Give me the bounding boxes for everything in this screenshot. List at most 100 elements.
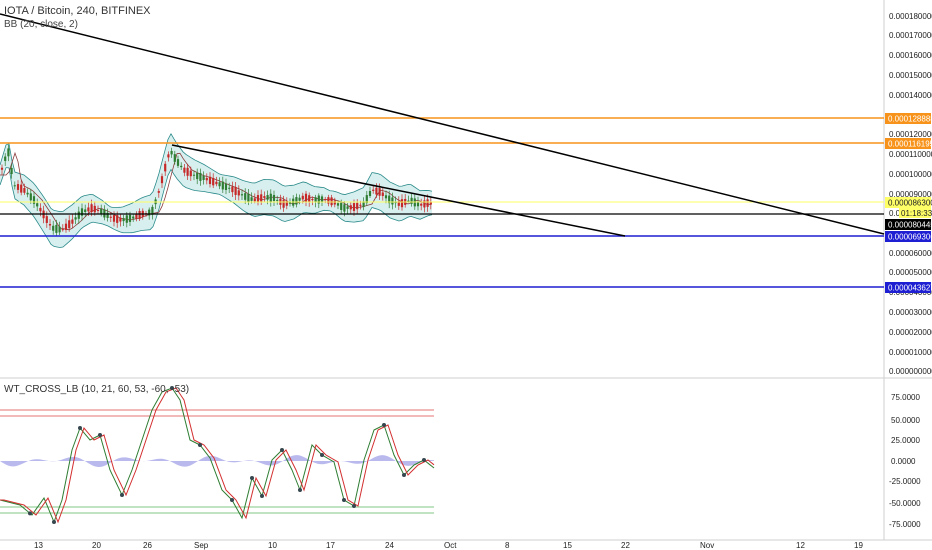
wt-line-2 <box>0 387 435 524</box>
candle-body <box>327 197 330 204</box>
wt-histogram <box>0 455 434 467</box>
price-tick: 0.000140000 <box>889 91 932 100</box>
candle-body <box>388 195 391 204</box>
candle-body <box>112 215 116 222</box>
osc-tick: 25.0000 <box>891 436 920 445</box>
price-tick: 0.000030000 <box>889 308 932 317</box>
price-badge-069306[interactable]: 0.000069306 <box>885 231 932 242</box>
candle-body <box>71 219 74 224</box>
short-trend-line[interactable] <box>171 144 626 237</box>
candle-body <box>39 207 42 212</box>
candle-body <box>77 211 80 219</box>
candle-body <box>16 184 20 190</box>
candle-body <box>234 186 237 195</box>
price-badge-128888[interactable]: 0.000128888 <box>885 113 932 124</box>
oscillator-axis[interactable]: 75.0000 50.0000 25.0000 0.0000 -25.0000 … <box>889 393 921 529</box>
candle-body <box>378 188 381 196</box>
wt-cross-dot <box>422 458 426 462</box>
time-tick: 20 <box>92 541 101 550</box>
candle-body <box>160 176 164 184</box>
candle-body <box>68 220 71 229</box>
price-tick: 0.000090000 <box>889 190 932 199</box>
candle-body <box>276 199 279 201</box>
wt-indicator-label[interactable]: WT_CROSS_LB (10, 21, 60, 53, -60, -53) <box>4 384 190 395</box>
bb-indicator-label[interactable]: BB (20, close, 2) <box>4 19 78 30</box>
price-badge-116195[interactable]: 0.000116195 <box>885 138 932 149</box>
candle-body <box>122 218 125 222</box>
candle-body <box>256 195 260 203</box>
candle-body <box>426 199 429 207</box>
candle-body <box>176 159 180 166</box>
candle-body <box>231 186 234 193</box>
candle-body <box>202 175 205 180</box>
candle-body <box>253 198 256 202</box>
osc-tick: -25.0000 <box>889 477 921 486</box>
price-axis[interactable]: 0.000180000 0.000170000 0.000160000 0.00… <box>889 12 932 376</box>
candle-body <box>87 207 90 212</box>
time-tick: 8 <box>505 541 510 550</box>
candle-body <box>343 204 346 212</box>
time-tick: 17 <box>326 541 335 550</box>
wt-cross-dot <box>78 426 82 430</box>
wt-cross-dot <box>98 433 102 437</box>
price-badge-043627[interactable]: 0.000043627 <box>885 282 932 293</box>
wt-cross-dot <box>52 520 56 524</box>
candle-body <box>375 187 378 195</box>
candle-body <box>416 201 420 207</box>
candle-body <box>260 194 263 202</box>
time-axis[interactable]: 13 20 26 Sep 10 17 24 Oct 8 15 22 Nov 12… <box>34 541 863 550</box>
candle-body <box>45 216 48 223</box>
candle-body <box>183 167 186 173</box>
candle-body <box>272 195 276 201</box>
candle-body <box>138 210 141 219</box>
time-tick: 22 <box>621 541 630 550</box>
candle-body <box>93 205 96 213</box>
svg-text:0.000069306: 0.000069306 <box>888 233 932 242</box>
wt-cross-dot <box>298 488 302 492</box>
candle-body <box>173 154 176 162</box>
candle-body <box>208 176 212 185</box>
price-tick: 0.000000000 <box>889 367 932 376</box>
svg-text:01:18:33: 01:18:33 <box>901 209 932 218</box>
wt-cross-dot <box>352 504 356 508</box>
price-tick: 0.000100000 <box>889 170 932 179</box>
candle-body <box>269 193 272 202</box>
candle-body <box>282 199 285 208</box>
candle-body <box>64 223 68 230</box>
candle-body <box>263 196 266 198</box>
candle-body <box>266 195 269 200</box>
price-tick: 0.000120000 <box>889 130 932 139</box>
time-tick: 19 <box>854 541 863 550</box>
candle-body <box>362 201 365 207</box>
candle-body <box>410 197 413 204</box>
candle-body <box>84 209 87 213</box>
time-tick: 24 <box>385 541 394 550</box>
price-badge-current[interactable]: 0.000086300 <box>885 197 932 208</box>
candle-body <box>340 202 343 210</box>
wt-cross-dot <box>280 448 284 452</box>
candle-body <box>170 150 173 155</box>
candle-body <box>20 184 23 193</box>
candle-body <box>96 210 100 212</box>
wt-cross-dot <box>260 494 264 498</box>
candle-body <box>301 195 304 200</box>
candle-body <box>240 194 244 196</box>
candle-body <box>288 201 292 204</box>
candle-body <box>199 172 202 181</box>
candle-body <box>80 208 84 216</box>
price-badge-080445[interactable]: 0.000080445 <box>885 219 932 230</box>
candle-body <box>55 224 58 233</box>
candle-body <box>151 206 154 215</box>
candle-body <box>349 205 352 210</box>
candle-body <box>189 170 192 177</box>
price-tick: 0.000050000 <box>889 268 932 277</box>
symbol-title[interactable]: IOTA / Bitcoin, 240, BITFINEX <box>4 5 151 17</box>
price-tick: 0.000060000 <box>889 249 932 258</box>
candle-body <box>218 182 221 187</box>
long-trend-line[interactable] <box>0 13 885 235</box>
wt-cross-dot <box>402 473 406 477</box>
price-tick: 0.000020000 <box>889 328 932 337</box>
candle-body <box>157 191 160 193</box>
candle-body <box>336 203 340 206</box>
